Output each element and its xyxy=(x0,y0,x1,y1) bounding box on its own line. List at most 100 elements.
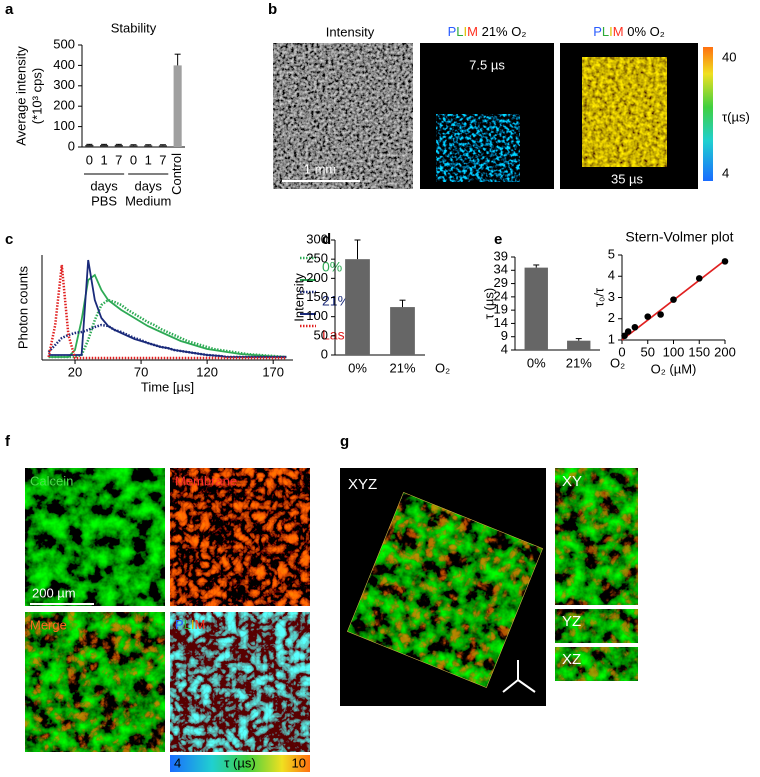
bar xyxy=(114,144,123,147)
point xyxy=(721,258,729,265)
panel-letter: d xyxy=(322,231,331,248)
bar xyxy=(158,145,167,147)
x-tick-label: 150 xyxy=(688,344,710,359)
y-tick-label: 500 xyxy=(53,36,75,51)
scale-bar-label: 1 mm xyxy=(304,161,337,176)
y-axis-label: Photon counts xyxy=(15,265,30,349)
axis-triad xyxy=(502,660,536,693)
image-title: XYZ xyxy=(348,476,377,493)
xyz-volume xyxy=(346,491,544,689)
colorbar xyxy=(170,755,310,772)
panel-letter: a xyxy=(5,1,14,18)
data-line xyxy=(47,264,287,360)
x-tick-label: 100 xyxy=(663,344,685,359)
point xyxy=(695,275,703,282)
y-tick-label: 150 xyxy=(306,289,328,304)
bar xyxy=(129,145,138,147)
y-tick-label: 29 xyxy=(494,275,508,290)
xy-overlay xyxy=(555,468,638,605)
plim-image xyxy=(170,612,310,752)
image-title: Calcein xyxy=(30,473,73,488)
annotation: 7.5 µs xyxy=(469,57,505,72)
y-tick-label: 24 xyxy=(494,288,508,303)
y-tick-label: 34 xyxy=(494,262,508,277)
x-tick-label: 21% xyxy=(389,360,415,375)
point xyxy=(631,323,639,331)
x-tick-label: 50 xyxy=(641,344,655,359)
bar xyxy=(100,144,109,147)
volume-red xyxy=(347,492,543,688)
y-tick-label: 200 xyxy=(53,98,75,113)
x-tick-label: Control xyxy=(169,153,184,195)
y-axis-label: Average intensity xyxy=(13,46,28,146)
bar xyxy=(345,259,370,355)
x-tick-label: 0 xyxy=(618,344,625,359)
plim-signal xyxy=(436,114,520,182)
bar xyxy=(390,307,415,355)
y-tick-label: 200 xyxy=(306,270,328,285)
bar xyxy=(173,65,182,147)
yz-overlay xyxy=(555,609,638,643)
colorbar-label: 4 xyxy=(174,755,181,770)
chart-title: Stability xyxy=(111,20,157,35)
panel-letter: b xyxy=(268,1,277,18)
x-tick-label: 1 xyxy=(100,152,107,167)
bar xyxy=(144,145,153,147)
x-tick-label: 20 xyxy=(68,364,82,379)
intensity-image xyxy=(273,43,413,189)
y-tick-label: 0 xyxy=(68,138,75,153)
y-tick-label: 3 xyxy=(608,289,615,304)
y-tick-label: 100 xyxy=(53,118,75,133)
image-title: Intensity xyxy=(326,24,375,39)
image-title: PLIM xyxy=(175,617,205,632)
y-tick-label: 250 xyxy=(306,251,328,266)
y-tick-label: 1 xyxy=(608,331,615,346)
image-title: Merge xyxy=(30,617,67,632)
y-axis-label: τ (µs) xyxy=(481,288,496,319)
y-tick-label: 9 xyxy=(501,328,508,343)
image-title: YZ xyxy=(562,613,581,630)
group-label: PBS xyxy=(91,193,117,208)
x-tick-label: 200 xyxy=(714,344,736,359)
annotation: 35 µs xyxy=(611,171,644,186)
y-tick-label: 300 xyxy=(306,231,328,246)
y-axis-label: (*10³ cps) xyxy=(29,68,44,124)
bar xyxy=(524,267,548,350)
image-title: PLIM 0% O₂ xyxy=(593,24,665,39)
colorbar-title: τ (µs) xyxy=(224,755,255,770)
panel-letter: f xyxy=(5,433,11,450)
x-tick-label: 0 xyxy=(130,152,137,167)
plim-signal xyxy=(582,57,667,167)
panel-letter: g xyxy=(340,433,349,450)
x-tick-label: 0 xyxy=(86,152,93,167)
group-label: days xyxy=(90,178,118,193)
membrane-image xyxy=(170,468,310,606)
x-axis-label: Time [µs] xyxy=(141,379,194,394)
legend-label: 0% xyxy=(322,259,342,275)
y-tick-label: 4 xyxy=(608,268,615,283)
image-title: XY xyxy=(562,473,582,490)
fit-line xyxy=(48,259,287,358)
colorbar-label: 4 xyxy=(722,165,729,180)
colorbar-title: τ(µs) xyxy=(722,109,750,124)
panel-letter: c xyxy=(5,231,13,248)
x-tick-label: 0% xyxy=(348,360,367,375)
x-tick-label: 7 xyxy=(159,152,166,167)
y-tick-label: 300 xyxy=(53,77,75,92)
y-tick-label: 100 xyxy=(306,308,328,323)
x-tick-label: 0% xyxy=(527,355,546,370)
x-axis-label: O₂ xyxy=(435,360,450,375)
x-tick-label: 7 xyxy=(115,152,122,167)
y-tick-label: 0 xyxy=(321,346,328,361)
x-tick-label: 1 xyxy=(145,152,152,167)
image-title: PLIM 21% O₂ xyxy=(448,24,527,39)
legend-label: 21% xyxy=(322,293,350,309)
point xyxy=(670,296,677,303)
y-tick-label: 19 xyxy=(494,302,508,317)
volume-box xyxy=(346,491,544,689)
colorbar-label: 40 xyxy=(722,49,736,64)
x-axis-label: O₂ (µM) xyxy=(651,361,697,376)
scale-bar-label: 200 µm xyxy=(32,585,76,600)
y-tick-label: 50 xyxy=(314,327,328,342)
